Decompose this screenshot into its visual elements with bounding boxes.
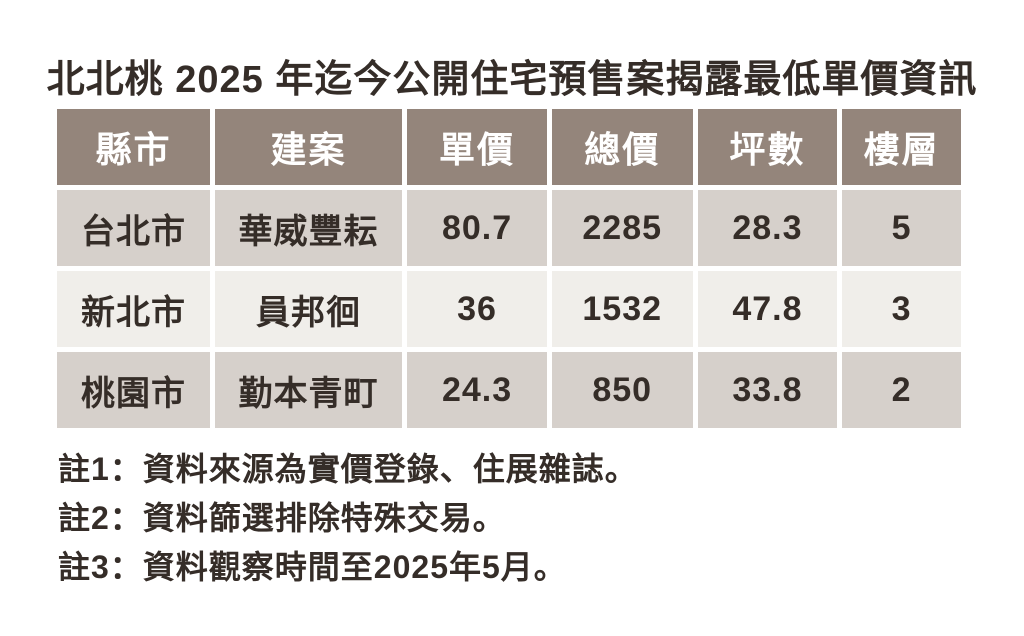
footnotes: 註1：資料來源為實價登錄、住展雜誌。 註2：資料篩選排除特殊交易。 註3：資料觀… [58,449,638,596]
table-cell-r2-c6: 3 [842,271,961,347]
column-header-5: 坪數 [697,109,838,185]
table-cell-r2-c4: 1532 [551,271,693,347]
table-body: 台北市 華威豐耘 80.7 2285 28.3 5 新北市 員邦徊 36 1532 47.8 3 桃園市… [57,190,961,428]
table-header: 縣市 建案 單價 總價 坪數 樓層 [57,109,961,185]
table-cell-r2-c2: 員邦徊 [214,271,403,347]
column-header-6: 樓層 [842,109,961,185]
table-cell-r1-c2: 華威豐耘 [214,190,403,266]
footnote-2: 註2：資料篩選排除特殊交易。 [58,500,506,536]
table-cell-r2-c1: 新北市 [57,271,210,347]
column-header-1: 縣市 [57,109,210,185]
table-cell-r1-c5: 28.3 [697,190,838,266]
table-cell-r3-c1: 桃園市 [57,352,210,428]
price-table: 縣市 建案 單價 總價 坪數 樓層 台北市 華威豐耘 80.7 2285 28.3 5 新北市 員邦徊 3… [52,104,966,433]
page-title: 北北桃 2025 年迄今公開住宅預售案揭露最低單價資訊 [46,59,978,101]
table-cell-r2-c5: 47.8 [697,271,838,347]
column-header-4: 總價 [551,109,693,185]
table-cell-r3-c2: 勤本青町 [214,352,403,428]
footnote-1: 註1：資料來源為實價登錄、住展雜誌。 [58,451,638,487]
footnote-3: 註3：資料觀察時間至2025年5月。 [58,549,567,585]
table-header-row: 縣市 建案 單價 總價 坪數 樓層 [57,109,961,185]
table-row-2: 新北市 員邦徊 36 1532 47.8 3 [57,271,961,347]
table-row-3: 桃園市 勤本青町 24.3 850 33.8 2 [57,352,961,428]
table-cell-r1-c1: 台北市 [57,190,210,266]
table-cell-r3-c6: 2 [842,352,961,428]
table-cell-r1-c6: 5 [842,190,961,266]
table-cell-r1-c3: 80.7 [407,190,547,266]
table-cell-r2-c3: 36 [407,271,547,347]
table-cell-r3-c4: 850 [551,352,693,428]
table-cell-r3-c5: 33.8 [697,352,838,428]
column-header-2: 建案 [214,109,403,185]
table-cell-r3-c3: 24.3 [407,352,547,428]
table-row-1: 台北市 華威豐耘 80.7 2285 28.3 5 [57,190,961,266]
table-cell-r1-c4: 2285 [551,190,693,266]
column-header-3: 單價 [407,109,547,185]
